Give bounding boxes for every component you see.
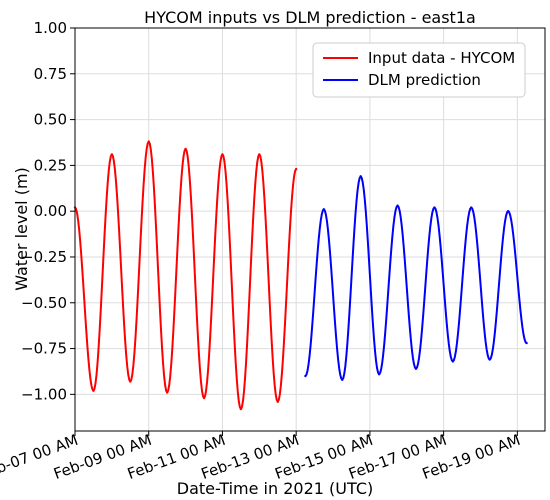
data-point-hycom bbox=[147, 140, 150, 143]
data-point-hycom bbox=[202, 396, 206, 400]
y-tick-label: 0.75 bbox=[34, 65, 67, 83]
y-tick-label: 0.50 bbox=[34, 111, 67, 129]
y-tick-label: −0.50 bbox=[21, 294, 67, 312]
chart-title: HYCOM inputs vs DLM prediction - east1a bbox=[144, 8, 476, 27]
data-point-hycom bbox=[184, 147, 187, 151]
data-point-dlm bbox=[304, 374, 307, 378]
y-axis-label: Water level (m) bbox=[12, 167, 31, 291]
data-point-dlm bbox=[451, 360, 455, 363]
data-point-hycom bbox=[239, 407, 243, 411]
data-lines bbox=[73, 140, 528, 411]
data-point-dlm bbox=[396, 204, 399, 207]
y-tick-label: 1.00 bbox=[34, 19, 67, 37]
y-tick-label: 0.00 bbox=[34, 202, 67, 220]
data-point-dlm bbox=[470, 206, 473, 209]
plot-frame bbox=[74, 27, 546, 432]
data-point-dlm bbox=[359, 175, 362, 178]
legend-label-hycom: Input data - HYCOM bbox=[368, 49, 515, 67]
data-point-dlm bbox=[414, 367, 418, 370]
data-point-dlm bbox=[488, 358, 491, 361]
data-point-dlm bbox=[322, 208, 326, 211]
data-point-hycom bbox=[221, 153, 224, 156]
legend-box bbox=[312, 42, 526, 98]
data-point-hycom bbox=[165, 391, 169, 394]
y-tick-label: −0.75 bbox=[21, 340, 67, 358]
y-tick-label: −1.00 bbox=[21, 385, 67, 403]
legend-label-dlm: DLM prediction bbox=[368, 71, 481, 89]
data-point-dlm bbox=[341, 378, 344, 381]
data-point-hycom bbox=[110, 153, 114, 156]
data-point-hycom bbox=[129, 380, 132, 383]
data-point-dlm bbox=[525, 341, 528, 345]
data-point-dlm bbox=[433, 206, 436, 209]
data-point-dlm bbox=[506, 209, 510, 213]
data-point-hycom bbox=[92, 389, 95, 392]
x-axis-label: Date-Time in 2021 (UTC) bbox=[177, 479, 373, 498]
data-point-hycom bbox=[276, 400, 279, 403]
legend: Input data - HYCOM DLM prediction bbox=[312, 42, 526, 98]
y-tick-label: −0.25 bbox=[21, 248, 67, 266]
data-point-dlm bbox=[377, 373, 381, 376]
data-point-hycom bbox=[258, 153, 261, 156]
y-tick-label: 0.25 bbox=[34, 156, 67, 174]
data-point-hycom bbox=[294, 167, 298, 171]
y-axis-ticks: 1.00 0.75 0.50 0.25 0.00 −0.25 −0.50 −0.75 −1.00 bbox=[21, 19, 75, 403]
